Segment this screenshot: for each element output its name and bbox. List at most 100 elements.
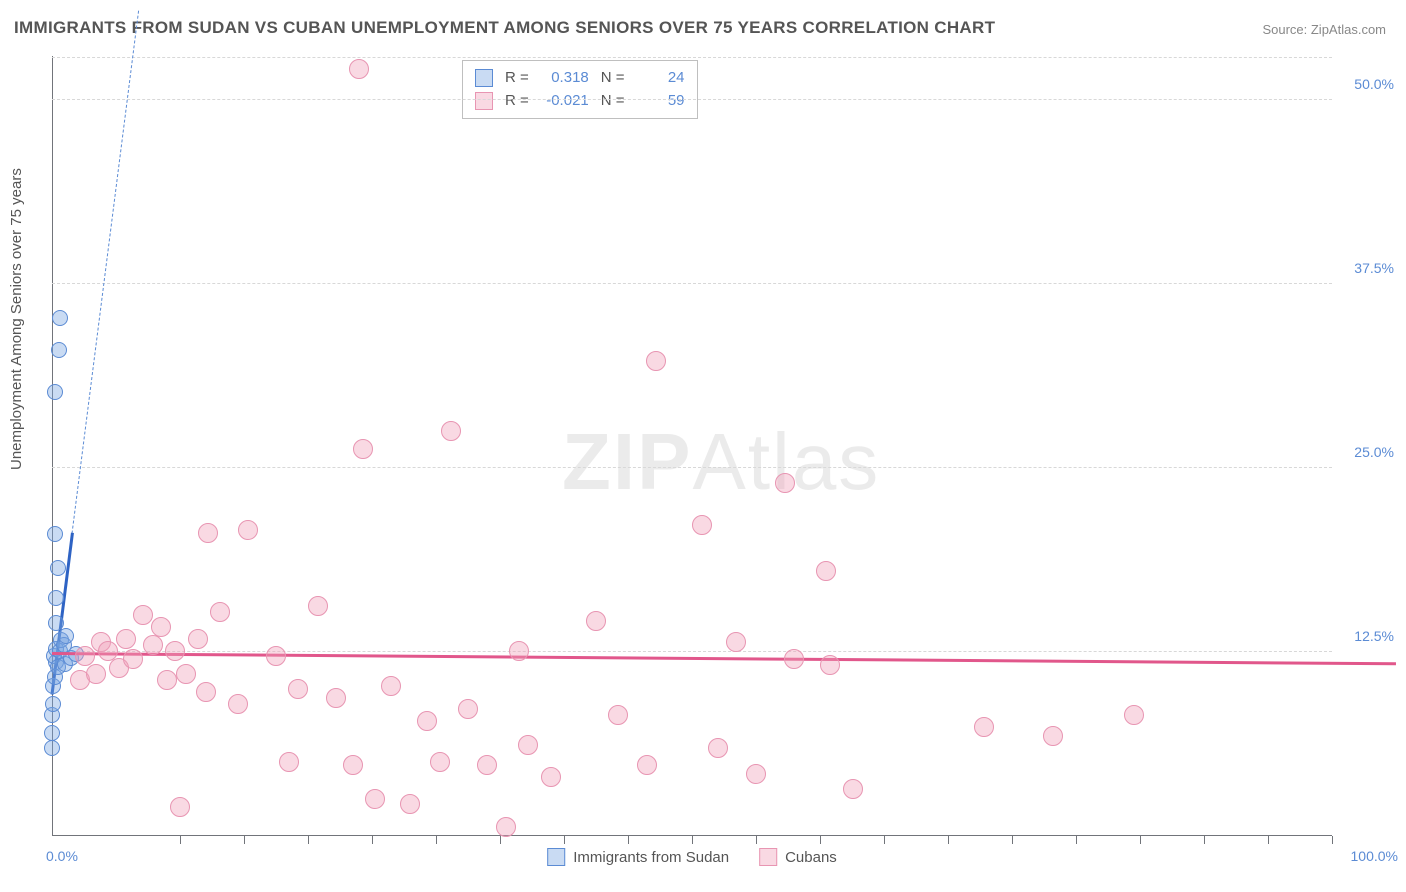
legend-label: Cubans [785, 849, 837, 866]
data-point [726, 632, 746, 652]
x-tick [820, 836, 821, 844]
grid-line [52, 283, 1332, 284]
data-point [44, 725, 60, 741]
x-tick [244, 836, 245, 844]
correlation-stats-legend: R = 0.318 N = 24R = -0.021 N = 59 [462, 60, 698, 119]
data-point [441, 421, 461, 441]
legend-item: Cubans [759, 848, 837, 866]
data-point [326, 688, 346, 708]
data-point [176, 664, 196, 684]
data-point [816, 561, 836, 581]
x-tick [500, 836, 501, 844]
legend-swatch [475, 69, 493, 87]
data-point [458, 699, 478, 719]
x-tick [1332, 836, 1333, 844]
data-point [238, 520, 258, 540]
data-point [48, 615, 64, 631]
y-axis-label: Unemployment Among Seniors over 75 years [8, 168, 25, 470]
data-point [48, 590, 64, 606]
x-tick [692, 836, 693, 844]
x-tick [884, 836, 885, 844]
x-axis-max-label: 100.0% [1351, 848, 1398, 864]
data-point [165, 641, 185, 661]
x-tick [372, 836, 373, 844]
x-tick [180, 836, 181, 844]
x-tick [1076, 836, 1077, 844]
data-point [775, 473, 795, 493]
data-point [692, 515, 712, 535]
stat-N-value: 59 [637, 90, 685, 113]
data-point [170, 797, 190, 817]
data-point [266, 646, 286, 666]
source-attribution: Source: ZipAtlas.com [1262, 22, 1386, 37]
x-tick [1012, 836, 1013, 844]
y-tick-label: 25.0% [1354, 444, 1394, 460]
data-point [52, 310, 68, 326]
stat-R-value: 0.318 [541, 67, 589, 90]
data-point [541, 767, 561, 787]
x-tick [436, 836, 437, 844]
x-axis-min-label: 0.0% [46, 848, 78, 864]
data-point [477, 755, 497, 775]
data-point [51, 342, 67, 358]
grid-line [52, 467, 1332, 468]
grid-line [52, 99, 1332, 100]
legend-swatch [759, 848, 777, 866]
stat-R-label: R = [505, 90, 529, 113]
data-point [349, 59, 369, 79]
data-point [646, 351, 666, 371]
legend-stats-row: R = -0.021 N = 59 [475, 90, 685, 113]
data-point [400, 794, 420, 814]
x-tick [1204, 836, 1205, 844]
stat-R-value: -0.021 [541, 90, 589, 113]
data-point [586, 611, 606, 631]
data-point [196, 682, 216, 702]
data-point [123, 649, 143, 669]
data-point [637, 755, 657, 775]
data-point [58, 628, 74, 644]
data-point [430, 752, 450, 772]
legend-swatch [547, 848, 565, 866]
scatter-plot-area: 0.0% 100.0% R =0.318N =24R =-0.021N =59 … [52, 56, 1332, 836]
chart-title: IMMIGRANTS FROM SUDAN VS CUBAN UNEMPLOYM… [14, 18, 995, 38]
data-point [843, 779, 863, 799]
watermark: ZIPAtlas [562, 416, 880, 508]
data-point [198, 523, 218, 543]
data-point [365, 789, 385, 809]
data-point [708, 738, 728, 758]
data-point [417, 711, 437, 731]
stat-N-label: N = [601, 90, 625, 113]
data-point [288, 679, 308, 699]
watermark-bold: ZIP [562, 417, 692, 506]
x-tick [948, 836, 949, 844]
data-point [157, 670, 177, 690]
data-point [86, 664, 106, 684]
data-point [151, 617, 171, 637]
data-point [308, 596, 328, 616]
y-tick-label: 12.5% [1354, 628, 1394, 644]
data-point [353, 439, 373, 459]
x-tick [308, 836, 309, 844]
data-point [133, 605, 153, 625]
data-point [381, 676, 401, 696]
y-tick-label: 50.0% [1354, 76, 1394, 92]
data-point [1043, 726, 1063, 746]
y-tick-label: 37.5% [1354, 260, 1394, 276]
stat-N-value: 24 [637, 67, 685, 90]
legend-label: Immigrants from Sudan [573, 849, 729, 866]
x-tick [756, 836, 757, 844]
data-point [1124, 705, 1144, 725]
x-tick [1268, 836, 1269, 844]
legend-swatch [475, 92, 493, 110]
data-point [47, 384, 63, 400]
data-point [518, 735, 538, 755]
x-tick [628, 836, 629, 844]
data-point [44, 740, 60, 756]
data-point [228, 694, 248, 714]
x-tick [1140, 836, 1141, 844]
legend-item: Immigrants from Sudan [547, 848, 729, 866]
grid-line [52, 57, 1332, 58]
data-point [45, 696, 61, 712]
data-point [279, 752, 299, 772]
data-point [343, 755, 363, 775]
